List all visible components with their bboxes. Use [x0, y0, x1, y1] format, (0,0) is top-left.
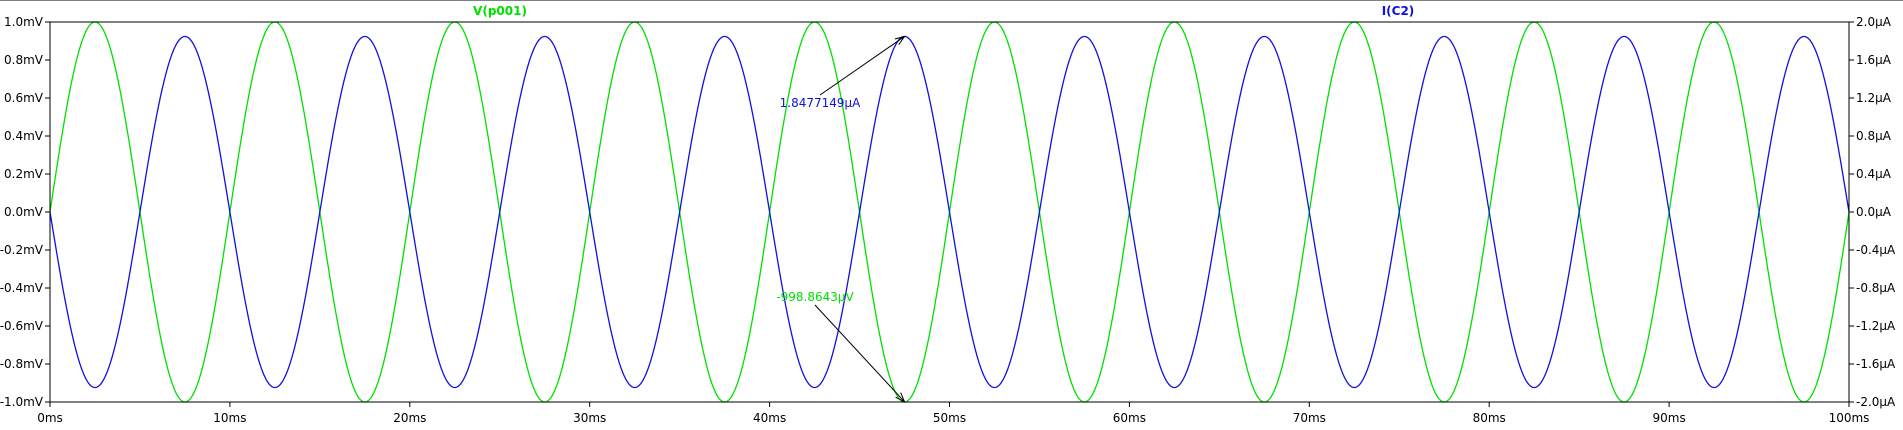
annotation-arrow-0 — [819, 36, 905, 96]
right-tick-label: 0.8µA — [1856, 129, 1892, 143]
right-tick-label: -0.8µA — [1856, 281, 1896, 295]
x-tick-label: 30ms — [573, 411, 606, 425]
x-tick-label: 40ms — [753, 411, 786, 425]
right-tick-label: 0.0µA — [1856, 205, 1892, 219]
annotation-label-1: -998.8643µV — [776, 290, 854, 304]
x-tick-label: 90ms — [1652, 411, 1685, 425]
traces — [49, 21, 1850, 403]
x-tick-label: 10ms — [213, 411, 246, 425]
left-tick-label: -0.2mV — [0, 243, 44, 257]
right-tick-label: -2.0µA — [1856, 395, 1896, 409]
x-tick-label: 100ms — [1829, 411, 1870, 425]
x-tick-label: 50ms — [933, 411, 966, 425]
left-tick-label: -1.0mV — [0, 395, 44, 409]
right-tick-label: 1.6µA — [1856, 53, 1892, 67]
right-tick-label: -1.2µA — [1856, 319, 1896, 333]
left-tick-label: 1.0mV — [4, 15, 44, 29]
annotation-arrowhead-0 — [894, 35, 906, 45]
left-tick-label: -0.8mV — [0, 357, 44, 371]
right-tick-label: -0.4µA — [1856, 243, 1896, 257]
x-tick-label: 70ms — [1293, 411, 1326, 425]
right-tick-label: 2.0µA — [1856, 15, 1892, 29]
trace-title-1: I(C2) — [1382, 4, 1415, 18]
left-tick-label: 0.2mV — [4, 167, 44, 181]
annotation-arrowhead-1 — [895, 392, 906, 403]
left-tick-label: -0.6mV — [0, 319, 44, 333]
left-tick-label: -0.4mV — [0, 281, 44, 295]
annotation-label-0: 1.8477149µA — [780, 96, 862, 110]
x-tick-label: 20ms — [393, 411, 426, 425]
cursor-annotations: 1.8477149µA -998.8643µV — [776, 35, 906, 403]
right-tick-label: 1.2µA — [1856, 91, 1892, 105]
left-tick-label: 0.6mV — [4, 91, 44, 105]
right-tick-label: -1.6µA — [1856, 357, 1896, 371]
x-tick-label: 60ms — [1113, 411, 1146, 425]
left-tick-label: 0.0mV — [4, 205, 44, 219]
x-tick-label: 0ms — [37, 411, 63, 425]
axes: 0ms 10ms 20ms 30ms 40ms 50ms 60ms 70ms 80ms 90ms 1… — [0, 15, 1896, 425]
trace-1 — [49, 35, 1850, 389]
x-tick-label: 80ms — [1473, 411, 1506, 425]
annotation-arrow-1 — [814, 304, 905, 403]
left-tick-label: 0.4mV — [4, 129, 44, 143]
trace-titles: V(p001) I(C2) — [473, 4, 1414, 18]
left-tick-label: 0.8mV — [4, 53, 44, 67]
trace-title-0: V(p001) — [473, 4, 527, 18]
right-tick-label: 0.4µA — [1856, 167, 1892, 181]
